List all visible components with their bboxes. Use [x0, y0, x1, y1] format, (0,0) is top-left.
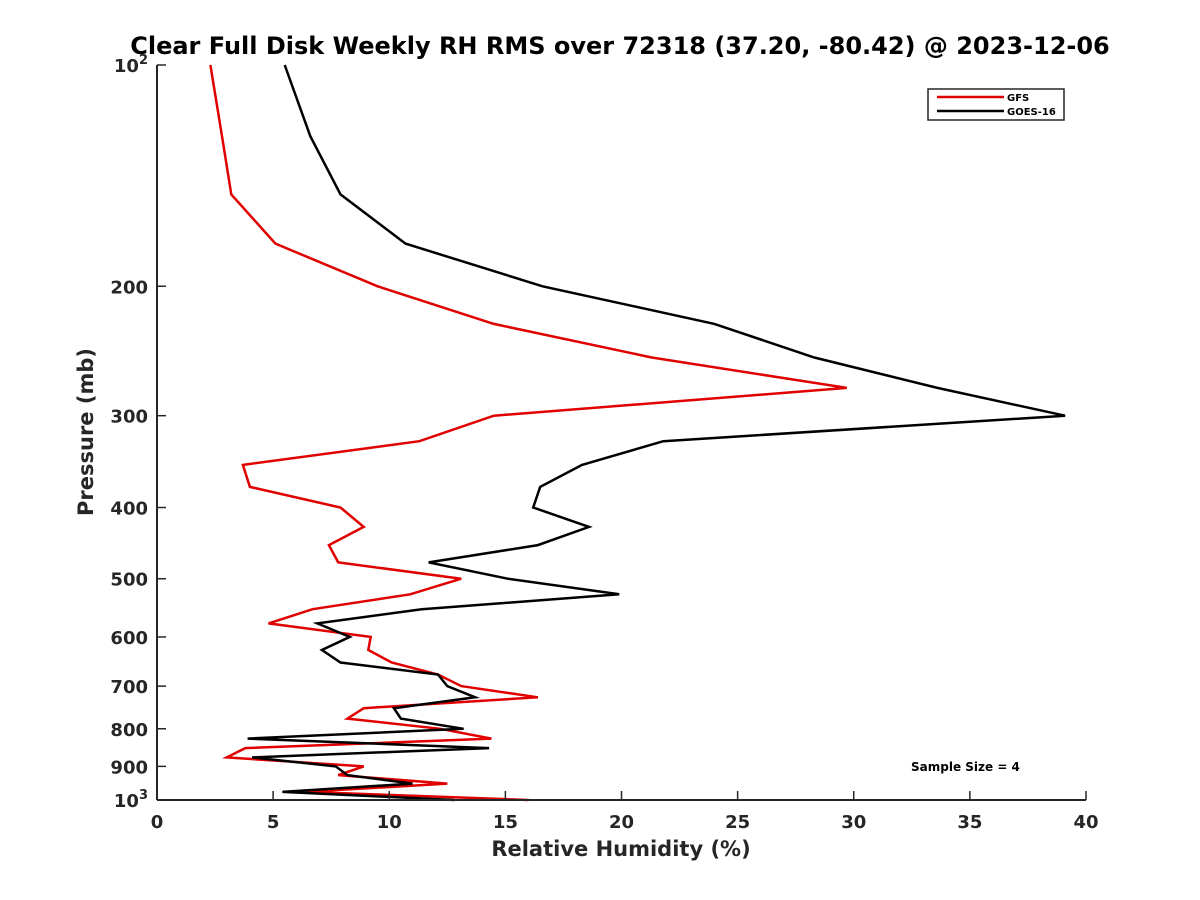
y-tick-label: 103: [114, 788, 148, 812]
x-tick-label: 0: [151, 812, 164, 833]
y-tick-label: 102: [114, 53, 148, 77]
x-tick-label: 30: [841, 812, 866, 833]
x-tick-label: 35: [957, 812, 982, 833]
x-tick-label: 25: [725, 812, 750, 833]
y-tick-label: 500: [110, 570, 148, 591]
series-line-gfs: [209, 64, 847, 802]
y-tick-label: 900: [110, 757, 148, 778]
series-layer: [209, 64, 1066, 802]
legend-label-goes16: GOES-16: [1007, 107, 1056, 118]
legend-box: [927, 88, 1065, 121]
x-tick-label: 20: [609, 812, 634, 833]
y-tick-label: 700: [110, 677, 148, 698]
chart-title: Clear Full Disk Weekly RH RMS over 72318…: [130, 32, 1110, 60]
x-axis-label: Relative Humidity (%): [491, 837, 750, 861]
y-tick-label: 300: [110, 407, 148, 428]
y-tick-label: 600: [110, 628, 148, 649]
x-tick-label: 10: [377, 812, 402, 833]
y-tick-label: 400: [110, 499, 148, 520]
y-tick-label: 200: [110, 277, 148, 298]
x-tick-label: 15: [493, 812, 518, 833]
series-line-goes16: [247, 64, 1066, 802]
sample-size-annotation: Sample Size = 4: [911, 760, 1020, 774]
x-tick-label: 5: [267, 812, 280, 833]
y-axis-label: Pressure (mb): [74, 348, 98, 516]
ticks-layer: 0 5 10 15 20 25 30 35 40 102 200 300 400 500 600 700 800…: [110, 53, 1098, 833]
x-tick-label: 40: [1073, 812, 1098, 833]
legend: GFS GOES-16: [927, 88, 1065, 121]
axes-layer: [156, 65, 1086, 801]
legend-label-gfs: GFS: [1007, 93, 1029, 104]
y-tick-label: 800: [110, 720, 148, 741]
